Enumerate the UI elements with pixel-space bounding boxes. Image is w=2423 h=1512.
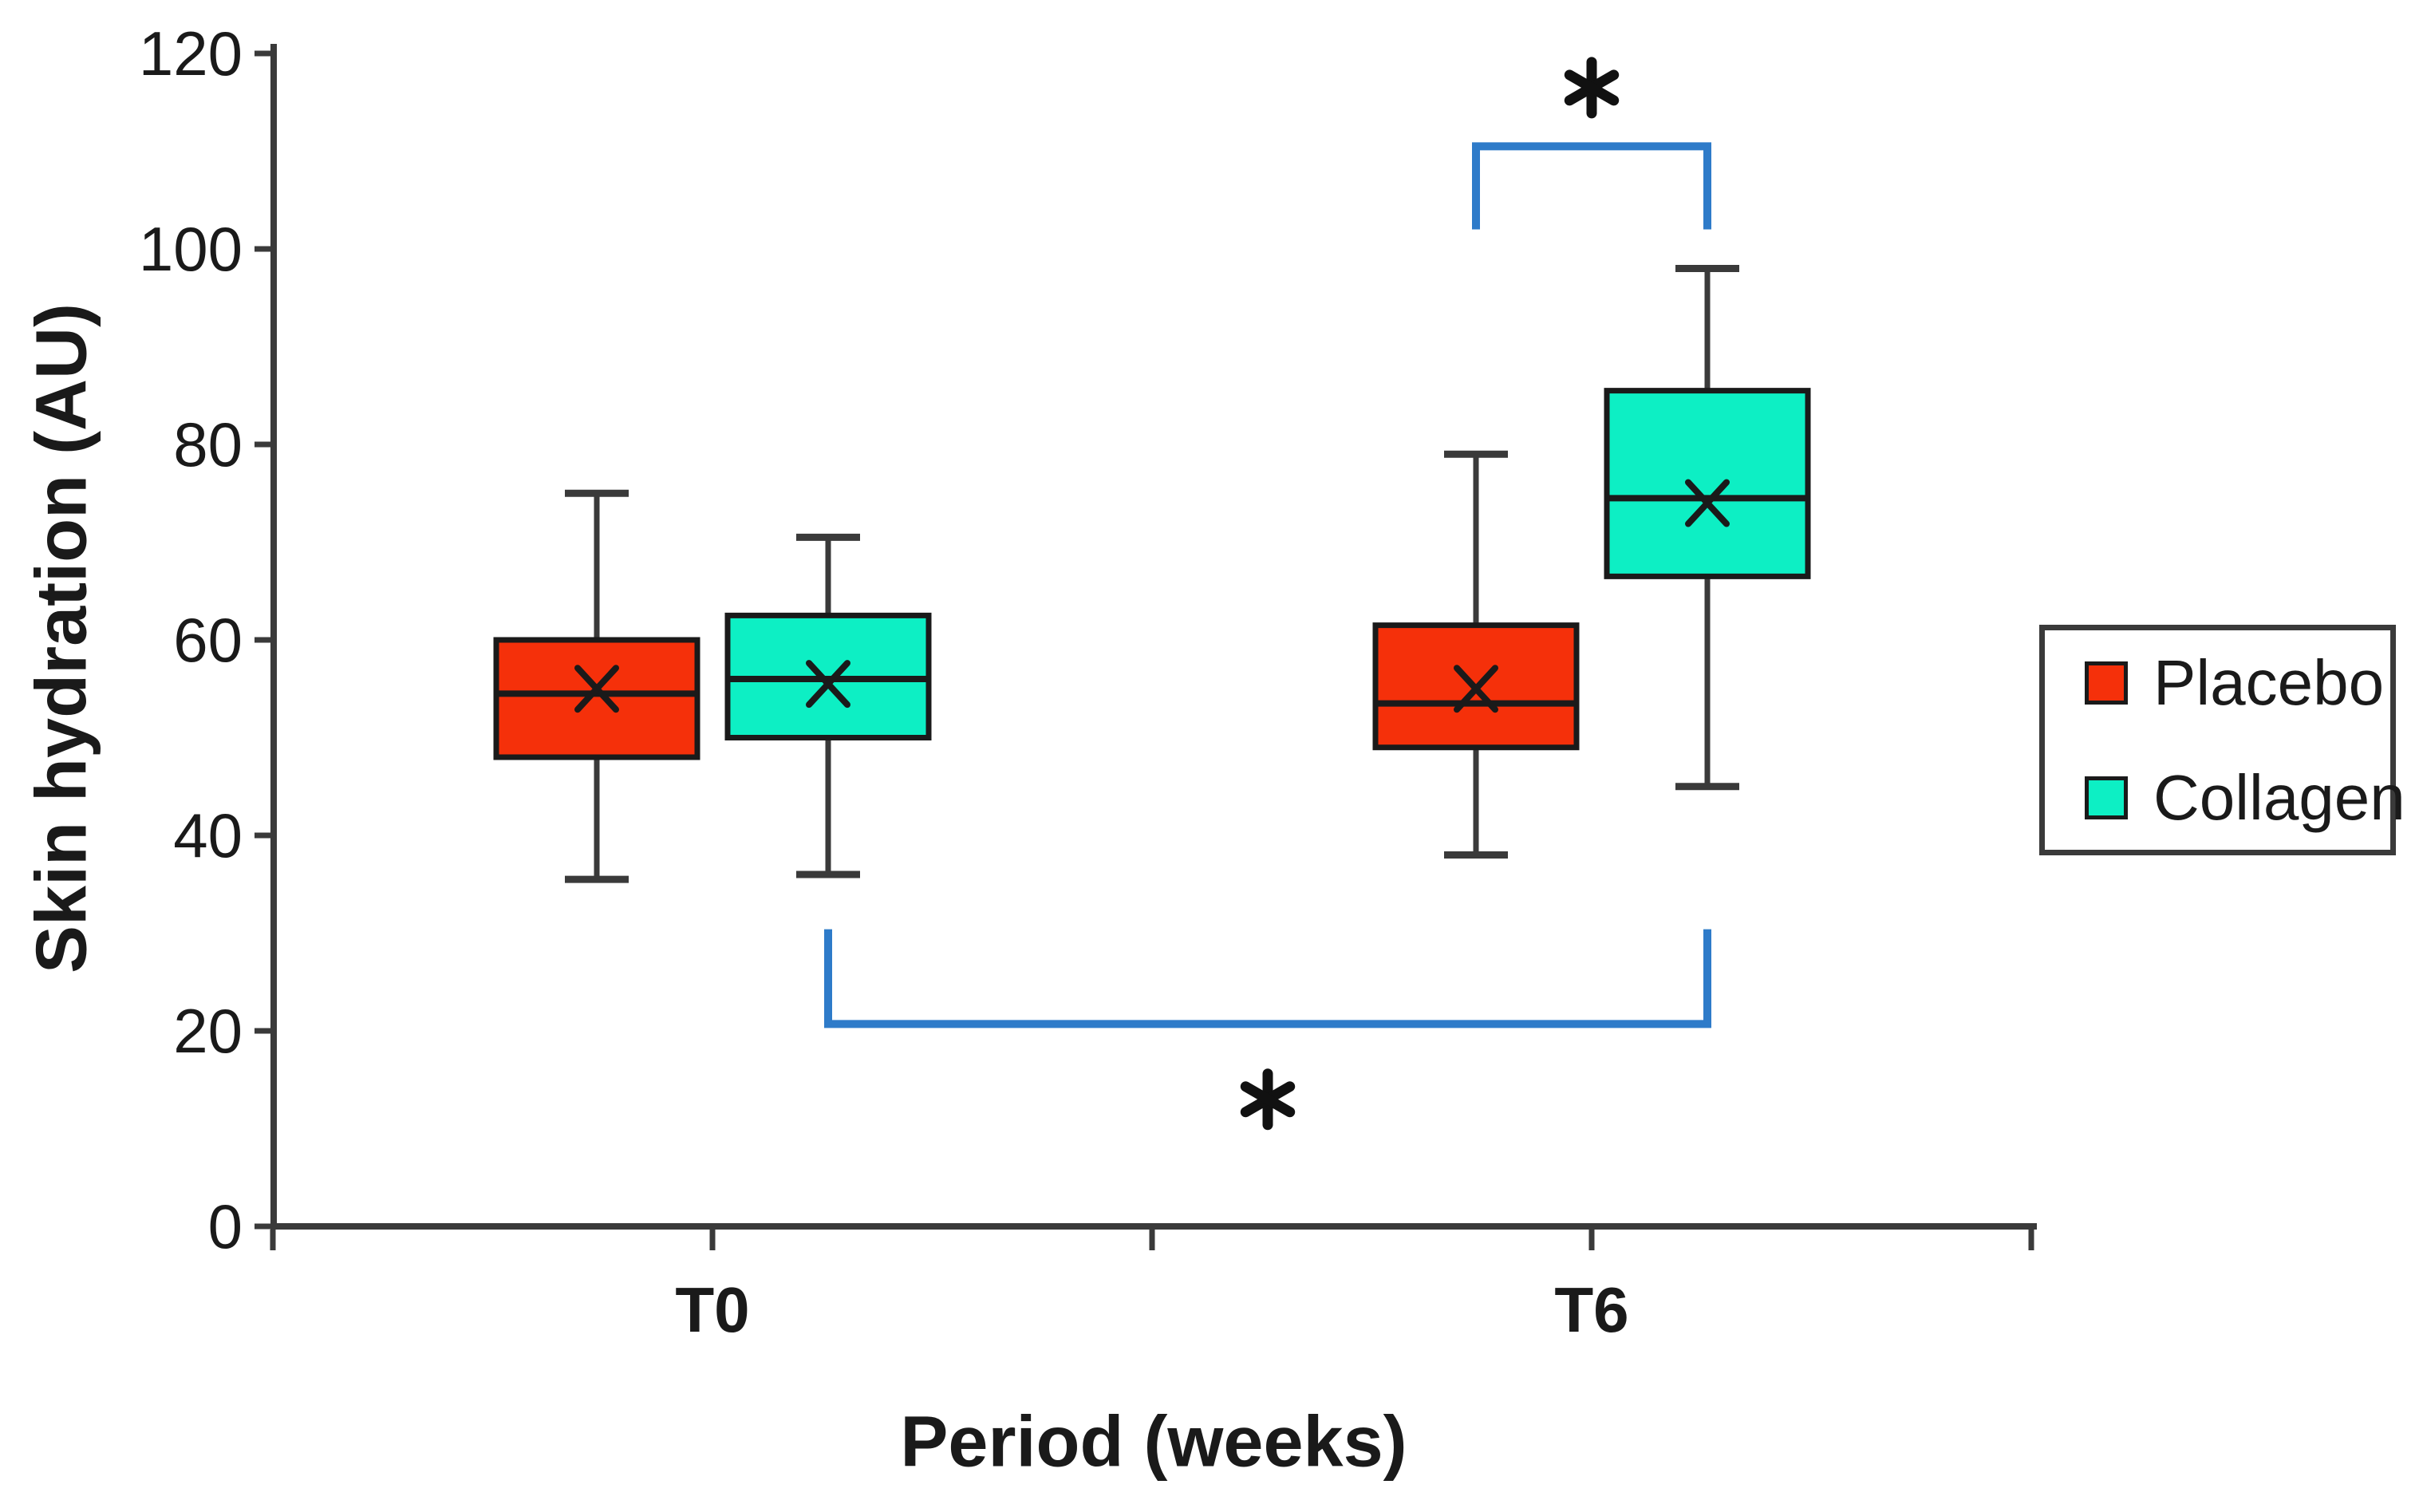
box-collagen-t0 — [724, 533, 932, 878]
x-axis-title: Period (weeks) — [900, 1402, 1407, 1482]
box-collagen-t6 — [1604, 265, 1811, 791]
box-iqr — [493, 637, 700, 760]
y-tick-label: 120 — [139, 18, 243, 89]
box-iqr — [1604, 388, 1811, 579]
significance-asterisk — [1564, 69, 1620, 106]
y-tick-label: 60 — [173, 605, 243, 675]
legend-swatch-placebo — [2085, 661, 2128, 705]
y-axis-title: Skin hydration (AU) — [22, 302, 102, 974]
significance-bracket — [1472, 142, 1711, 230]
x-category-label: T0 — [675, 1274, 749, 1345]
legend-label-collagen: Collagen — [2153, 761, 2405, 833]
x-category-label: T6 — [1554, 1274, 1628, 1345]
mean-marker — [806, 660, 850, 709]
mean-marker — [574, 665, 619, 713]
legend-item-collagen: Collagen — [2085, 761, 2405, 835]
y-tick-label: 100 — [139, 214, 243, 284]
y-tick-label: 80 — [173, 409, 243, 480]
legend-item-placebo: Placebo — [2085, 646, 2390, 720]
box-iqr — [1372, 622, 1580, 751]
legend-swatch-collagen — [2085, 776, 2128, 819]
y-tick-label: 0 — [208, 1191, 243, 1261]
legend: Placebo Collagen — [2039, 625, 2405, 855]
box-placebo-t0 — [493, 489, 700, 883]
y-tick-label: 40 — [173, 800, 243, 870]
y-tick-label: 20 — [173, 996, 243, 1066]
mean-marker — [1454, 665, 1498, 713]
significance-bracket — [824, 929, 1711, 1028]
legend-label-placebo: Placebo — [2153, 646, 2385, 718]
significance-asterisk — [1240, 1081, 1296, 1118]
mean-marker — [1685, 479, 1730, 527]
box-placebo-t6 — [1372, 450, 1580, 859]
